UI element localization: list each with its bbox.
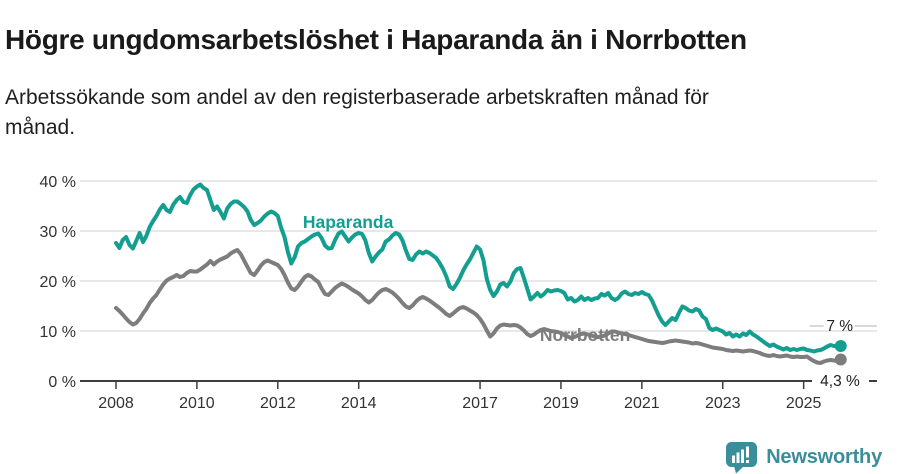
newsworthy-branding: Newsworthy [725, 441, 882, 474]
chart-subtitle: Arbetssökande som andel av den registerb… [5, 86, 709, 140]
series-label-norrbotten: Norrbotten [540, 325, 630, 345]
newsworthy-wordmark: Newsworthy [766, 446, 882, 468]
x-tick-label: 2023 [705, 395, 741, 412]
x-tick-label: 2019 [543, 395, 579, 412]
newsworthy-logo-icon [726, 442, 758, 474]
y-tick-label: 0 % [48, 374, 76, 391]
end-dot-norrbotten [834, 353, 847, 366]
y-tick-label: 20 % [40, 274, 76, 291]
x-tick-label: 2008 [98, 395, 134, 412]
x-tick-label: 2010 [179, 395, 215, 412]
y-tick-label: 10 % [40, 324, 76, 341]
series-line-norrbotten [114, 248, 843, 365]
series-label-haparanda: Haparanda [303, 212, 394, 232]
x-tick-label: 2021 [624, 395, 660, 412]
end-dot-haparanda [834, 340, 847, 352]
end-value-label: 4,3 % [820, 373, 860, 390]
x-tick-label: 2012 [260, 395, 296, 412]
y-tick-label: 40 % [40, 174, 76, 191]
y-tick-label: 30 % [40, 224, 76, 241]
line-chart: 0 % 10 % 20 % 30 % 40 % 2008 2010 2012 2014 2017 2… [0, 160, 900, 420]
x-tick-label: 2025 [786, 395, 822, 412]
end-label-mask [812, 372, 869, 390]
page-title: Högre ungdomsarbetslöshet i Haparanda än… [5, 23, 747, 55]
series-line-haparanda [114, 182, 843, 354]
end-value-label: 7 % [826, 318, 853, 335]
x-tick-label: 2014 [341, 395, 377, 412]
unemployment-line-chart-svg: 0 % 10 % 20 % 30 % 40 % 2008 2010 2012 2014 2017 2… [40, 174, 877, 412]
x-tick-label: 2017 [462, 395, 498, 412]
